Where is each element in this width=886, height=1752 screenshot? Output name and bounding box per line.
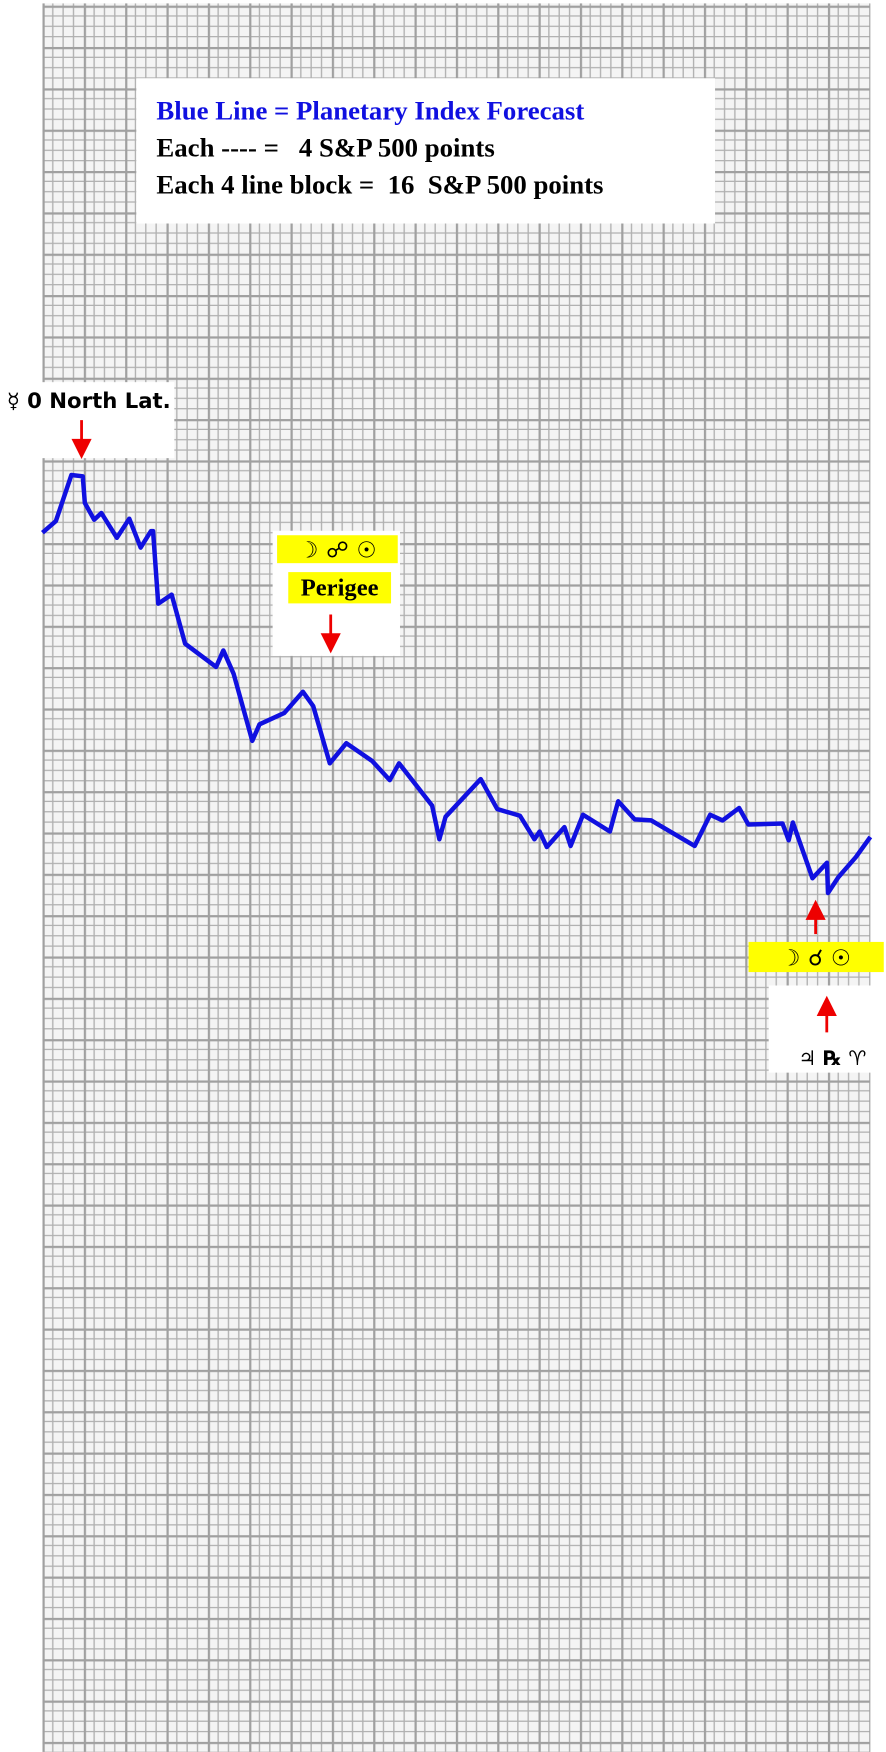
- annotation: ☽ ☍ ☉: [298, 538, 376, 564]
- annotation: Perigee: [301, 575, 379, 602]
- legend-note: Each 4 line block = 16 S&P 500 points: [156, 169, 603, 199]
- legend-box: [136, 78, 716, 224]
- plot: [40, 472, 873, 896]
- highlight: [748, 941, 884, 973]
- legend-note: Each ---- = 4 S&P 500 points: [156, 132, 494, 162]
- grid-paper: [42, 3, 871, 1752]
- arrow: [816, 995, 837, 1033]
- line: [40, 472, 873, 896]
- highlight: [288, 572, 392, 604]
- arrow: [320, 614, 341, 654]
- arrow: [71, 420, 92, 460]
- arrow: [805, 899, 826, 935]
- annotation: ♃ ℞ ♈: [798, 1046, 866, 1070]
- highlight: [277, 535, 398, 564]
- legend-series: Blue Line = Planetary Index Forecast: [156, 96, 584, 126]
- annotation: ☿ 0 North Lat.: [7, 389, 171, 414]
- annotation: ☽ ☌ ☉: [780, 945, 851, 971]
